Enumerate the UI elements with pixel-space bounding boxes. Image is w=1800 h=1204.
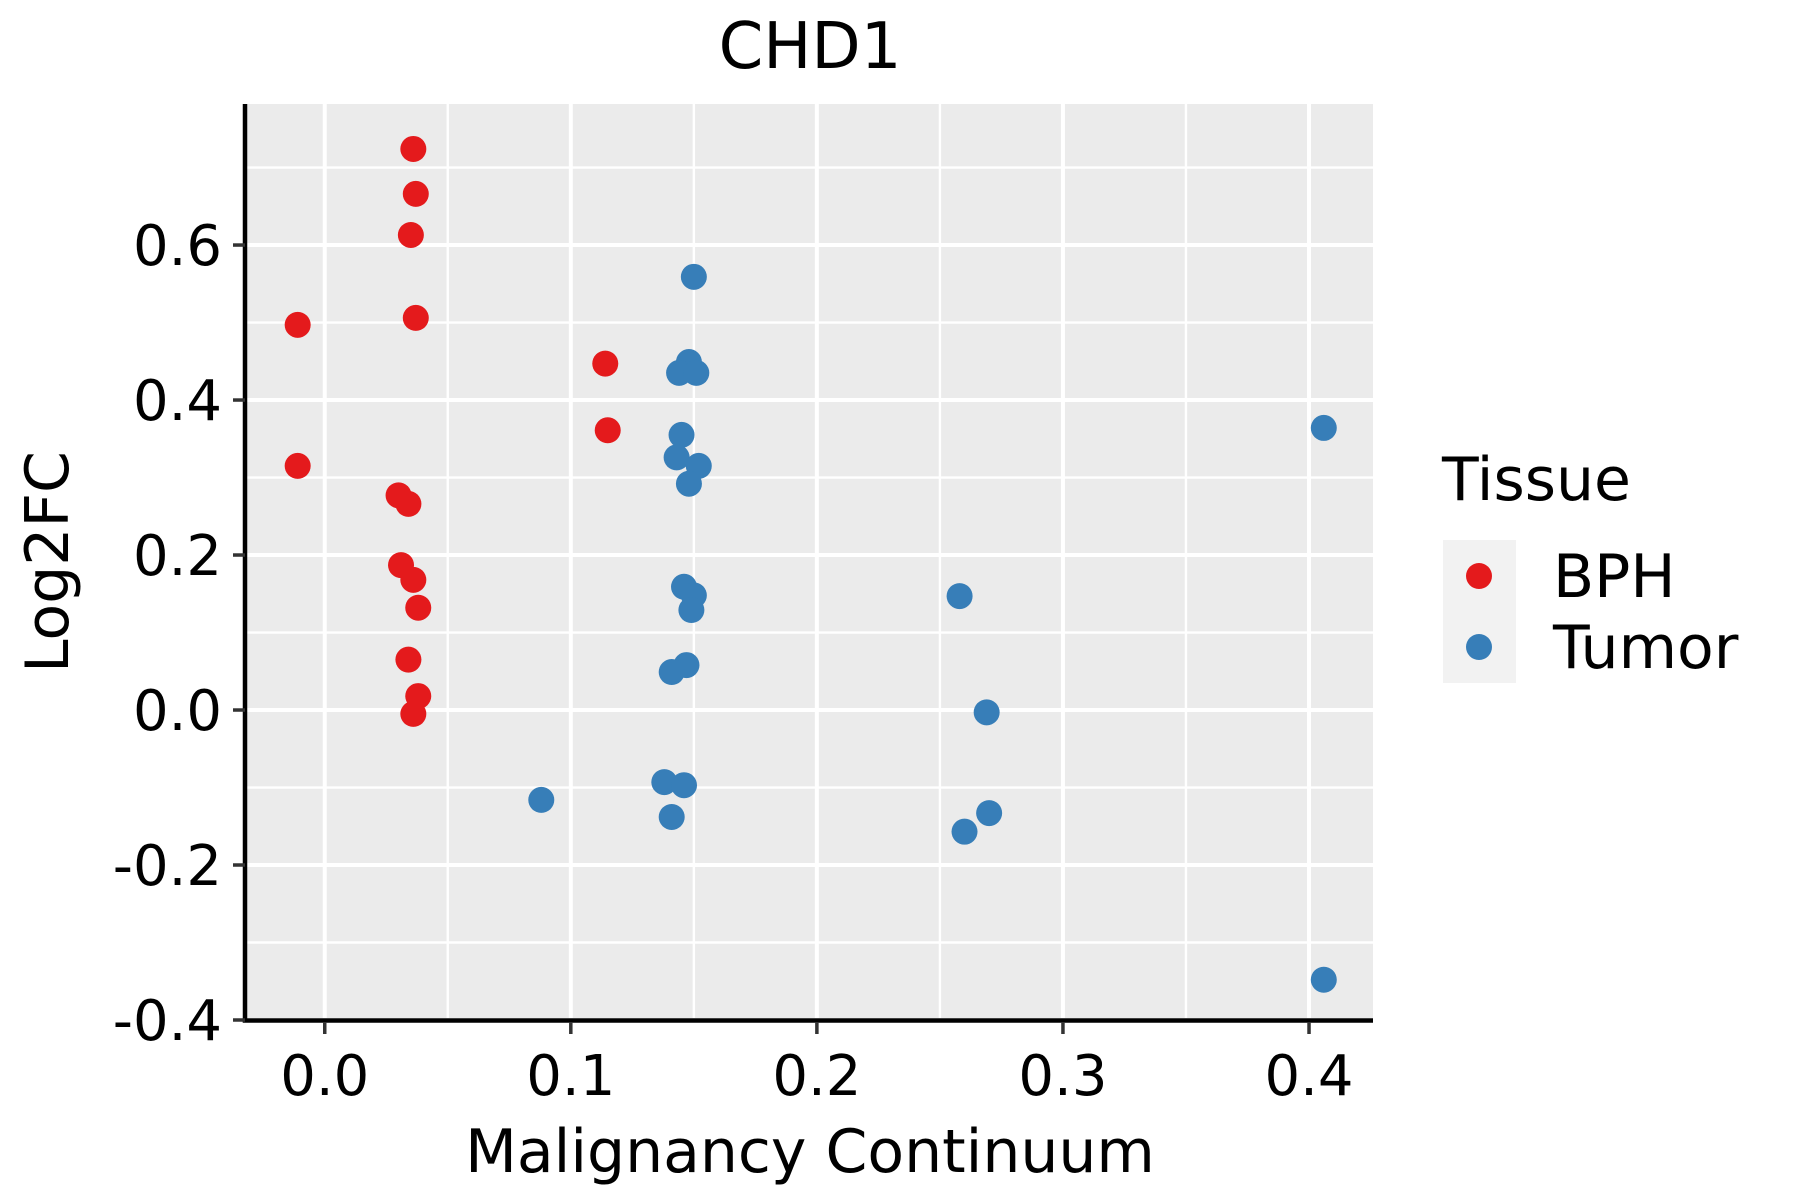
- data-point-bph: [284, 452, 311, 479]
- y-tick-label: 0.6: [133, 214, 222, 279]
- legend-label-tumor: Tumor: [1552, 613, 1739, 683]
- data-point-tumor: [668, 421, 695, 448]
- data-point-bph: [592, 350, 619, 377]
- data-point-tumor: [683, 359, 710, 386]
- data-point-bph: [397, 221, 424, 248]
- x-tick-label: 0.1: [526, 1044, 615, 1109]
- data-point-bph: [400, 135, 427, 162]
- data-point-bph: [400, 566, 427, 593]
- legend-key-background: [1443, 540, 1516, 683]
- legend-label-bph: BPH: [1553, 542, 1675, 612]
- axis-ticks: [233, 243, 1311, 1034]
- data-point-tumor: [671, 772, 698, 799]
- data-point-tumor: [658, 803, 685, 830]
- data-point-tumor: [528, 786, 555, 813]
- data-point-tumor: [976, 800, 1003, 827]
- y-axis-label: Log2FC: [13, 451, 83, 673]
- tick-labels: 0.0 0.1 0.2 0.3 0.4 0.6 0.4 0.2 0.0 -0.2 -0.4: [113, 214, 1354, 1109]
- legend: Tissue BPH Tumor: [1441, 445, 1739, 683]
- data-point-bph: [400, 700, 427, 727]
- data-point-tumor: [1310, 966, 1337, 993]
- data-point-tumor: [973, 699, 1000, 726]
- minor-gridlines: [246, 104, 1373, 1020]
- chart-title: CHD1: [719, 10, 902, 84]
- data-point-bph: [402, 304, 429, 331]
- data-point-tumor: [678, 597, 705, 624]
- y-tick-label: -0.2: [113, 834, 222, 899]
- x-tick-label: 0.0: [280, 1044, 369, 1109]
- legend-title: Tissue: [1441, 445, 1631, 515]
- data-point-bph: [405, 594, 432, 621]
- data-point-bph: [395, 490, 422, 517]
- y-tick-label: -0.4: [113, 989, 222, 1054]
- data-point-bph: [395, 646, 422, 673]
- legend-dot-bph: [1466, 563, 1492, 589]
- data-point-tumor: [951, 818, 978, 845]
- data-point-tumor: [675, 470, 702, 497]
- data-point-tumor: [658, 659, 685, 686]
- data-point-bph: [594, 417, 621, 444]
- data-point-tumor: [651, 769, 678, 796]
- data-point-tumor: [1310, 414, 1337, 441]
- legend-dot-tumor: [1466, 634, 1492, 660]
- data-point-tumor: [680, 263, 707, 290]
- y-tick-label: 0.4: [133, 369, 222, 434]
- x-tick-label: 0.2: [772, 1044, 861, 1109]
- x-tick-label: 0.4: [1264, 1044, 1353, 1109]
- y-tick-label: 0.2: [133, 524, 222, 589]
- x-axis-label: Malignancy Continuum: [465, 1117, 1155, 1187]
- x-tick-label: 0.3: [1018, 1044, 1107, 1109]
- data-point-bph: [402, 180, 429, 207]
- data-point-bph: [284, 311, 311, 338]
- data-point-tumor: [946, 583, 973, 610]
- data-points-layer: [284, 135, 1337, 993]
- y-tick-label: 0.0: [133, 679, 222, 744]
- data-point-tumor: [663, 444, 690, 471]
